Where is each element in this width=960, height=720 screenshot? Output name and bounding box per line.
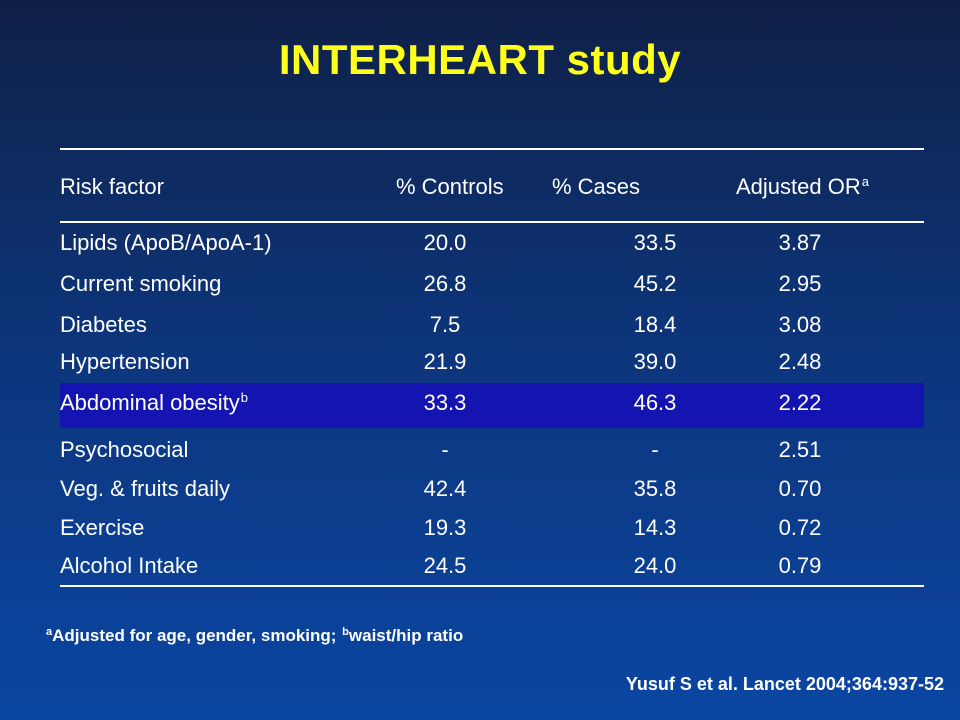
header-adjusted-or-label: Adjusted OR: [736, 174, 861, 199]
table-row: Psychosocial - - 2.51: [60, 431, 924, 469]
cases-cell: 33.5: [633, 230, 677, 255]
or-cell: 2.51: [778, 437, 822, 462]
risk-factor-superscript: b: [240, 390, 249, 405]
cases-cell: 14.3: [633, 515, 677, 540]
footnote-text-b: waist/hip ratio: [348, 626, 464, 645]
risk-factor-cell: Current smoking: [60, 271, 222, 296]
slide-title: INTERHEART study: [278, 36, 682, 83]
footnote-text-a: Adjusted for age, gender, smoking;: [52, 626, 342, 645]
risk-factor-cell: Lipids (ApoB/ApoA-1): [60, 230, 272, 255]
controls-cell: 33.3: [423, 390, 467, 415]
footnote: aAdjusted for age, gender, smoking; bwai…: [45, 626, 463, 646]
or-cell: 0.72: [778, 515, 822, 540]
or-cell: 3.08: [778, 312, 822, 337]
highlight-row-background: [60, 383, 924, 428]
header-risk-factor: Risk factor: [60, 174, 164, 199]
risk-factor-cell: Veg. & fruits daily: [60, 476, 230, 501]
header-controls: % Controls: [396, 174, 504, 199]
header-cases: % Cases: [552, 174, 641, 199]
table-row: Current smoking 26.8 45.2 2.95: [60, 265, 924, 303]
cases-cell: 24.0: [633, 553, 677, 578]
cases-cell: 45.2: [633, 271, 677, 296]
table-row: Hypertension 21.9 39.0 2.48: [60, 343, 924, 381]
risk-factor-cell: Psychosocial: [60, 437, 189, 462]
or-cell: 3.87: [778, 230, 822, 255]
cases-cell: 46.3: [633, 390, 677, 415]
table-row: Exercise 19.3 14.3 0.72: [60, 509, 924, 547]
table-bottom-rule: [60, 585, 924, 587]
or-cell: 2.22: [778, 390, 822, 415]
controls-cell: 7.5: [429, 312, 461, 337]
controls-cell: -: [441, 437, 449, 462]
cases-cell: 39.0: [633, 349, 677, 374]
or-cell: 2.95: [778, 271, 822, 296]
risk-factor-cell: Hypertension: [60, 349, 190, 374]
risk-factor-cell: Diabetes: [60, 312, 147, 337]
risk-factor-cell: Exercise: [60, 515, 145, 540]
table-top-rule: [60, 148, 924, 150]
controls-cell: 26.8: [423, 271, 467, 296]
risk-factor-cell: Abdominal obesityb: [60, 384, 248, 422]
table-row: Veg. & fruits daily 42.4 35.8 0.70: [60, 470, 924, 508]
table-row: Diabetes 7.5 18.4 3.08: [60, 306, 924, 344]
or-cell: 2.48: [778, 349, 822, 374]
table-header-rule: [60, 221, 924, 223]
risk-factor-label: Abdominal obesity: [60, 390, 240, 415]
controls-cell: 19.3: [423, 515, 467, 540]
controls-cell: 20.0: [423, 230, 467, 255]
risk-factor-cell: Alcohol Intake: [60, 553, 199, 578]
controls-cell: 42.4: [423, 476, 467, 501]
citation: Yusuf S et al. Lancet 2004;364:937-52: [625, 674, 944, 694]
footnote-sup-a: a: [46, 626, 53, 638]
or-cell: 0.79: [778, 553, 822, 578]
table-header-row: Risk factor % Controls % Cases Adjusted …: [60, 168, 924, 206]
header-adjusted-or: Adjusted ORa: [736, 168, 936, 206]
table-row: Lipids (ApoB/ApoA-1) 20.0 33.5 3.87: [60, 224, 924, 262]
cases-cell: 18.4: [633, 312, 677, 337]
controls-cell: 21.9: [423, 349, 467, 374]
table-row-highlighted: Abdominal obesityb 33.3 46.3 2.22: [60, 384, 924, 422]
cases-cell: -: [651, 437, 659, 462]
controls-cell: 24.5: [423, 553, 467, 578]
or-cell: 0.70: [778, 476, 822, 501]
header-or-superscript: a: [861, 174, 869, 189]
cases-cell: 35.8: [633, 476, 677, 501]
table-row: Alcohol Intake 24.5 24.0 0.79: [60, 547, 924, 585]
footnote-sup-b: b: [342, 626, 349, 638]
